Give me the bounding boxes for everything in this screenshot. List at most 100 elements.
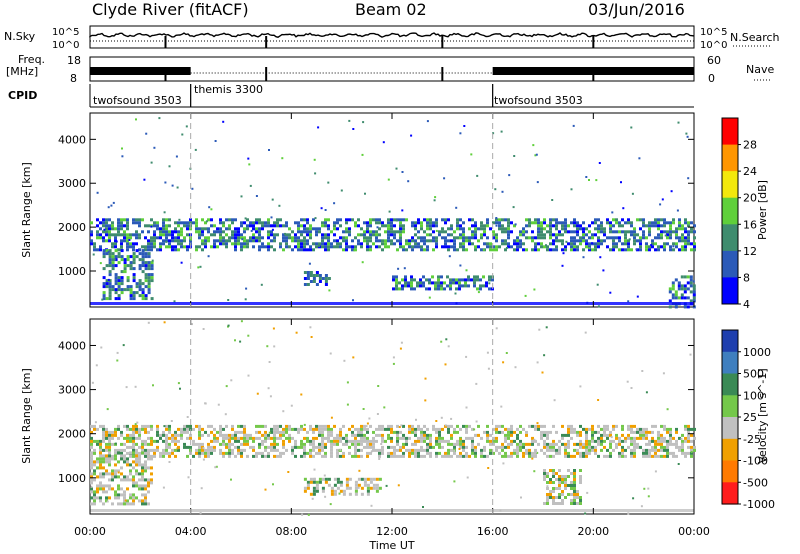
power-cell xyxy=(690,248,693,252)
power-cell xyxy=(399,227,402,231)
power-cell xyxy=(597,239,600,243)
velocity-cell xyxy=(492,451,495,455)
velocity-cell xyxy=(102,424,105,428)
power-cell xyxy=(630,221,633,225)
velocity-speck xyxy=(202,328,205,330)
power-speck xyxy=(348,119,351,122)
velocity-cell xyxy=(90,502,93,506)
power-cell xyxy=(300,245,303,249)
velocity-cell xyxy=(294,439,297,443)
power-cell xyxy=(207,218,210,222)
power-cell xyxy=(570,236,573,240)
x-axis-label: Time UT xyxy=(368,539,414,552)
power-cell xyxy=(429,221,432,225)
velocity-cell xyxy=(330,442,333,446)
power-cell xyxy=(96,248,99,252)
power-cell xyxy=(132,245,135,249)
velocity-cell xyxy=(129,454,132,458)
power-cell xyxy=(180,221,183,225)
velocity-cell xyxy=(267,436,270,440)
power-cell xyxy=(684,242,687,246)
velocity-cell xyxy=(573,481,576,484)
beam-title: Beam 02 xyxy=(355,0,427,19)
velocity-cell xyxy=(558,484,561,487)
velocity-cell xyxy=(384,439,387,443)
power-cell xyxy=(366,224,369,228)
velocity-cell xyxy=(591,424,594,428)
power-cell xyxy=(642,230,645,234)
velocity-cell xyxy=(201,451,204,455)
power-speck xyxy=(508,174,511,177)
power-cell xyxy=(413,287,416,291)
velocity-cell xyxy=(546,502,549,505)
velocity-cell xyxy=(159,433,162,437)
power-cell xyxy=(552,224,555,228)
velocity-cell xyxy=(105,442,108,446)
power-speck xyxy=(443,177,446,180)
velocity-cell xyxy=(186,445,189,449)
power-cell xyxy=(255,218,258,222)
power-cell xyxy=(234,239,237,243)
velocity-cell xyxy=(450,454,453,458)
power-speck xyxy=(151,259,154,262)
velocity-cell xyxy=(624,454,627,458)
velocity-cell xyxy=(309,480,313,484)
velocity-speck xyxy=(398,426,401,428)
power-cell xyxy=(540,245,543,249)
velocity-cell xyxy=(369,477,373,481)
power-cell xyxy=(342,230,345,234)
velocity-cell xyxy=(321,442,324,446)
velocity-cell xyxy=(294,445,297,449)
velocity-cell xyxy=(111,457,114,461)
velocity-cell xyxy=(435,430,438,434)
velocity-speck xyxy=(272,327,275,330)
power-cell xyxy=(123,218,126,222)
power-cell xyxy=(677,287,681,291)
velocity-cell xyxy=(444,439,447,443)
xtick-label: 08:00 xyxy=(275,525,307,538)
power-cell xyxy=(441,230,444,234)
velocity-cell xyxy=(573,469,576,472)
power-cell xyxy=(126,239,129,243)
velocity-cell xyxy=(543,472,546,475)
velocity-cell xyxy=(108,460,111,464)
power-cell xyxy=(276,224,279,228)
power-cell xyxy=(102,282,106,286)
power-cell xyxy=(267,221,270,225)
power-cell xyxy=(174,245,177,249)
velocity-cell xyxy=(192,442,195,446)
power-cell xyxy=(381,221,384,225)
power-cell xyxy=(186,227,189,231)
velocity-cell xyxy=(354,442,357,446)
power-cell xyxy=(234,242,237,246)
velocity-cell xyxy=(132,439,135,443)
power-cell xyxy=(213,230,216,234)
velocity-cell xyxy=(135,463,138,467)
power-cell xyxy=(369,245,372,249)
power-cell xyxy=(434,284,437,288)
power-cell xyxy=(348,227,351,231)
power-cell xyxy=(686,275,690,279)
power-cell xyxy=(339,236,342,240)
velocity-cell xyxy=(558,439,561,443)
velocity-speck xyxy=(134,423,137,426)
power-cell xyxy=(150,264,154,268)
velocity-cell xyxy=(342,424,345,428)
velocity-cell xyxy=(594,448,597,452)
velocity-cell xyxy=(291,445,294,449)
power-cell xyxy=(312,242,315,246)
velocity-cell xyxy=(642,427,645,431)
power-ytick-label: 2000 xyxy=(58,221,86,234)
velocity-cell xyxy=(321,433,324,437)
velocity-speck xyxy=(247,374,250,377)
velocity-cell xyxy=(552,487,555,490)
power-cell xyxy=(120,258,124,262)
power-cell xyxy=(375,245,378,249)
velocity-cell xyxy=(360,442,363,446)
velocity-cell xyxy=(681,442,684,446)
velocity-cell xyxy=(204,448,207,452)
power-cell xyxy=(366,248,369,252)
power-cell xyxy=(204,236,207,240)
power-cell xyxy=(93,242,96,246)
velocity-speck xyxy=(546,485,549,488)
